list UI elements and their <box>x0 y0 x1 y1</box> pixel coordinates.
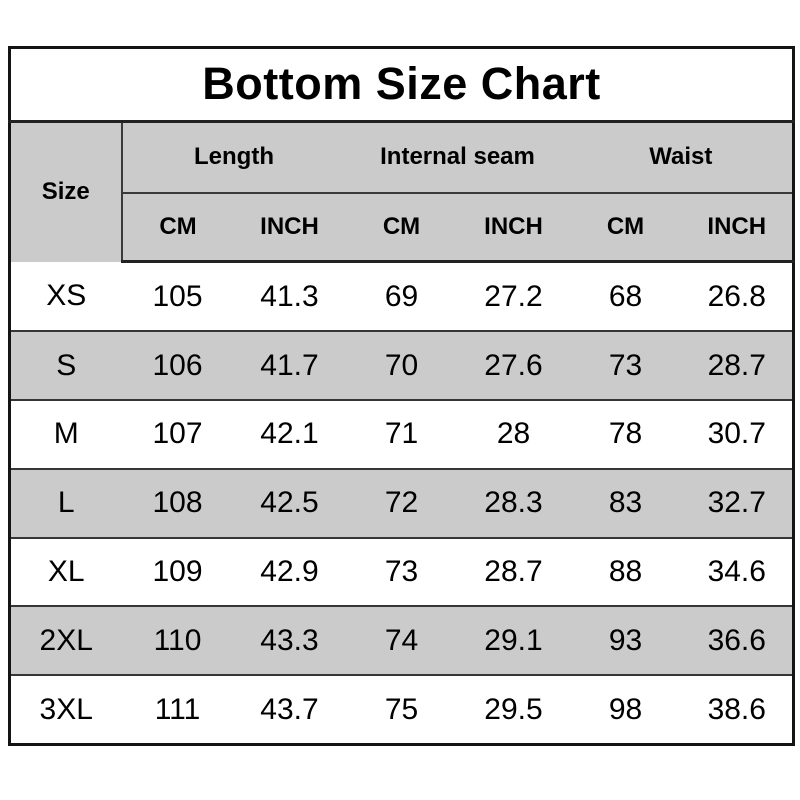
length-group-header: Length <box>121 121 346 194</box>
value-cell: 41.3 <box>233 261 346 333</box>
chart-title: Bottom Size Chart <box>9 47 794 123</box>
value-cell: 34.6 <box>681 537 794 608</box>
value-cell: 74 <box>345 606 458 677</box>
unit-header-inch: INCH <box>681 192 794 264</box>
size-column-header: Size <box>9 121 123 262</box>
value-cell: 75 <box>345 675 458 745</box>
size-cell: M <box>9 400 122 470</box>
size-cell: 2XL <box>9 606 122 677</box>
value-cell: 70 <box>345 331 458 401</box>
header-group-row: Size Length Internal seam Waist <box>9 121 794 262</box>
size-cell: XS <box>9 261 122 333</box>
value-cell: 106 <box>121 331 234 401</box>
size-cell: 3XL <box>9 675 122 745</box>
value-cell: 27.2 <box>457 261 570 333</box>
value-cell: 28.3 <box>457 468 570 539</box>
value-cell: 29.5 <box>457 675 570 745</box>
bottom-size-chart-table: Bottom Size Chart Size Length Internal s… <box>8 46 796 746</box>
value-cell: 28.7 <box>681 331 794 401</box>
table-row-xl: XL 109 42.9 73 28.7 88 34.6 <box>9 537 794 608</box>
value-cell: 32.7 <box>681 468 794 539</box>
table-row-l: L 108 42.5 72 28.3 83 32.7 <box>9 468 794 539</box>
value-cell: 28 <box>457 400 570 470</box>
waist-group-header: Waist <box>569 121 794 194</box>
unit-header-row: CM INCH CM INCH CM INCH <box>10 192 794 264</box>
value-cell: 98 <box>569 675 682 745</box>
value-cell: 108 <box>121 468 234 539</box>
value-cell: 36.6 <box>681 606 794 677</box>
value-cell: 93 <box>569 606 682 677</box>
value-cell: 42.1 <box>233 400 346 470</box>
value-cell: 73 <box>345 537 458 608</box>
title-row: Bottom Size Chart <box>9 47 794 123</box>
table-row-xs: XS 105 41.3 69 27.2 68 26.8 <box>9 261 794 333</box>
size-cell: S <box>9 331 122 401</box>
value-cell: 28.7 <box>457 537 570 608</box>
value-cell: 68 <box>569 261 682 333</box>
value-cell: 72 <box>345 468 458 539</box>
unit-header-cm: CM <box>345 192 458 264</box>
table-row-m: M 107 42.1 71 28 78 30.7 <box>9 400 794 470</box>
value-cell: 43.7 <box>233 675 346 745</box>
value-cell: 42.5 <box>233 468 346 539</box>
unit-header-cm: CM <box>121 192 234 264</box>
table-row-3xl: 3XL 111 43.7 75 29.5 98 38.6 <box>9 675 794 745</box>
value-cell: 43.3 <box>233 606 346 677</box>
value-cell: 88 <box>569 537 682 608</box>
size-cell: XL <box>9 537 122 608</box>
value-cell: 42.9 <box>233 537 346 608</box>
value-cell: 41.7 <box>233 331 346 401</box>
size-cell: L <box>9 468 122 539</box>
value-cell: 30.7 <box>681 400 794 470</box>
value-cell: 27.6 <box>457 331 570 401</box>
value-cell: 71 <box>345 400 458 470</box>
value-cell: 111 <box>121 675 234 745</box>
internal-seam-group-header: Internal seam <box>345 121 570 194</box>
unit-header-inch: INCH <box>457 192 570 264</box>
value-cell: 109 <box>121 537 234 608</box>
unit-header-cm: CM <box>569 192 682 264</box>
value-cell: 110 <box>121 606 234 677</box>
table-row-s: S 106 41.7 70 27.6 73 28.7 <box>9 331 794 401</box>
value-cell: 73 <box>569 331 682 401</box>
table-row-2xl: 2XL 110 43.3 74 29.1 93 36.6 <box>9 606 794 677</box>
unit-header-inch: INCH <box>233 192 346 264</box>
value-cell: 69 <box>345 261 458 333</box>
value-cell: 105 <box>121 261 234 333</box>
value-cell: 83 <box>569 468 682 539</box>
value-cell: 38.6 <box>681 675 794 745</box>
value-cell: 78 <box>569 400 682 470</box>
value-cell: 29.1 <box>457 606 570 677</box>
value-cell: 26.8 <box>681 261 794 333</box>
value-cell: 107 <box>121 400 234 470</box>
